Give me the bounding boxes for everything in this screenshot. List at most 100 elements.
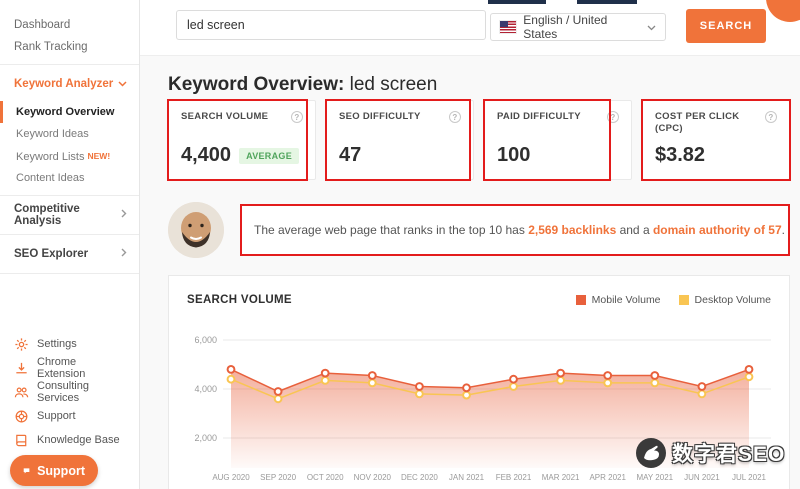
support-button-label: Support — [37, 463, 85, 478]
support-button[interactable]: Support — [10, 455, 98, 486]
search-volume-value: 4,400 — [181, 144, 232, 166]
insight-text: The average web page that ranks in the t… — [254, 223, 785, 237]
svg-text:MAR 2021: MAR 2021 — [542, 473, 580, 482]
desktop-swatch-icon — [678, 295, 689, 305]
help-icon[interactable] — [449, 111, 461, 123]
keyword-lists-label: Keyword Lists — [16, 151, 85, 163]
life-ring-icon — [15, 410, 28, 422]
sidebar-item-keyword-lists[interactable]: Keyword Lists NEW! — [0, 145, 139, 167]
topnav-fragment — [488, 0, 546, 4]
sidebar-item-consulting-services[interactable]: Consulting Services — [0, 380, 139, 404]
legend-mobile-label: Mobile Volume — [591, 294, 661, 306]
sidebar-item-keyword-ideas[interactable]: Keyword Ideas — [16, 128, 89, 140]
paid-difficulty-value: 100 — [497, 144, 531, 166]
svg-text:MAY 2021: MAY 2021 — [636, 473, 673, 482]
chevron-right-icon — [121, 248, 127, 260]
new-badge: NEW! — [87, 151, 111, 161]
seo-difficulty-card: SEO DIFFICULTY 47 — [325, 99, 474, 181]
sidebar-item-knowledge-base[interactable]: Knowledge Base — [0, 428, 139, 452]
page-title-prefix: Keyword Overview: — [168, 74, 345, 95]
chevron-right-icon — [121, 209, 127, 221]
search-volume-card: SEARCH VOLUME 4,400 AVERAGE — [167, 99, 316, 181]
divider — [0, 64, 139, 65]
help-icon[interactable] — [607, 111, 619, 123]
keyword-analyzer-label: Keyword Analyzer — [14, 78, 114, 90]
keyword-analyzer-submenu: Keyword Overview Keyword Ideas Keyword L… — [0, 101, 139, 189]
divider — [0, 234, 139, 235]
svg-text:SEP 2020: SEP 2020 — [260, 473, 296, 482]
cpc-label: COST PER CLICK (CPC) — [655, 111, 740, 134]
sidebar-item-rank-tracking[interactable]: Rank Tracking — [14, 41, 88, 53]
legend-item-desktop[interactable]: Desktop Volume — [678, 294, 771, 306]
svg-text:FEB 2021: FEB 2021 — [496, 473, 532, 482]
legend-desktop-label: Desktop Volume — [694, 294, 771, 306]
paid-difficulty-card: PAID DIFFICULTY 100 — [483, 99, 632, 181]
language-selector[interactable]: English / United States — [490, 13, 666, 41]
svg-text:JUL 2021: JUL 2021 — [732, 473, 767, 482]
sidebar-item-settings[interactable]: Settings — [0, 332, 139, 356]
support-label: Support — [37, 410, 76, 422]
svg-text:DEC 2020: DEC 2020 — [401, 473, 438, 482]
people-icon — [14, 386, 29, 397]
sidebar-item-keyword-analyzer[interactable]: Keyword Analyzer — [0, 71, 139, 97]
help-icon[interactable] — [291, 111, 303, 123]
svg-text:JUN 2021: JUN 2021 — [684, 473, 720, 482]
keyword-search-input[interactable] — [176, 10, 486, 40]
sidebar-item-seo-explorer[interactable]: SEO Explorer — [0, 241, 139, 267]
sidebar-item-competitive-analysis[interactable]: Competitive Analysis — [0, 202, 139, 228]
topbar: English / United States SEARCH — [140, 0, 800, 56]
svg-text:APR 2021: APR 2021 — [589, 473, 626, 482]
sidebar-item-support[interactable]: Support — [0, 404, 139, 428]
svg-text:4,000: 4,000 — [194, 384, 217, 394]
book-icon — [16, 434, 27, 446]
language-selector-value: English / United States — [523, 13, 608, 41]
sidebar-item-content-ideas[interactable]: Content Ideas — [16, 172, 85, 184]
mobile-swatch-icon — [575, 295, 586, 305]
sidebar-item-keyword-overview[interactable]: Keyword Overview — [0, 101, 139, 123]
seo-difficulty-value: 47 — [339, 144, 362, 166]
help-bubble-button[interactable] — [766, 0, 800, 22]
competitive-analysis-label: Competitive Analysis — [14, 203, 80, 227]
sidebar-item-chrome-extension[interactable]: Chrome Extension — [0, 356, 139, 380]
average-badge: AVERAGE — [239, 147, 300, 164]
sidebar: Dashboard Rank Tracking Keyword Analyzer… — [0, 0, 140, 489]
search-volume-chart-card: SEARCH VOLUME Mobile Volume Desktop Volu… — [168, 275, 790, 489]
gear-icon — [15, 337, 28, 351]
chevron-down-icon — [118, 78, 127, 90]
cpc-value: $3.82 — [655, 144, 706, 166]
domain-authority-value: domain authority of 57 — [652, 223, 782, 237]
chevron-down-icon — [647, 20, 656, 34]
search-volume-label: SEARCH VOLUME — [181, 111, 269, 122]
sidebar-item-dashboard[interactable]: Dashboard — [14, 19, 71, 31]
svg-text:6,000: 6,000 — [194, 335, 217, 345]
divider — [0, 273, 139, 274]
svg-text:NOV 2020: NOV 2020 — [354, 473, 392, 482]
seo-explorer-label: SEO Explorer — [14, 248, 89, 260]
page-title-keyword: led screen — [349, 74, 438, 95]
divider — [0, 195, 139, 196]
search-volume-line-chart: 6,000 4,000 2,000 AUG 2020 SEP 2020 OCT 2020 N… — [194, 335, 771, 482]
watermark-text: 数字君SEO — [672, 443, 786, 466]
sidebar-utility-group: Settings Chrome Extension Consulting Ser… — [0, 332, 139, 452]
chart-title: SEARCH VOLUME — [187, 294, 292, 306]
page-title: Keyword Overview: led screen — [168, 74, 437, 96]
topnav-fragment — [577, 0, 637, 4]
watermark-logo-icon — [636, 438, 666, 468]
paid-difficulty-label: PAID DIFFICULTY — [497, 111, 581, 122]
watermark: 数字君SEO — [636, 438, 785, 468]
insight-text-box: The average web page that ranks in the t… — [240, 204, 790, 256]
legend-item-mobile[interactable]: Mobile Volume — [575, 294, 661, 306]
svg-text:JAN 2021: JAN 2021 — [449, 473, 485, 482]
avatar — [168, 202, 224, 258]
chart-legend: Mobile Volume Desktop Volume — [575, 294, 771, 306]
consulting-services-label: Consulting Services — [37, 380, 89, 404]
svg-text:2,000: 2,000 — [194, 433, 217, 443]
cpc-card: COST PER CLICK (CPC) $3.82 — [641, 99, 791, 181]
metric-cards-row: SEARCH VOLUME 4,400 AVERAGE SEO DIFFICUL… — [167, 99, 791, 181]
backlinks-value: 2,569 backlinks — [528, 223, 617, 237]
help-icon[interactable] — [765, 111, 777, 123]
chrome-extension-label: Chrome Extension — [37, 356, 86, 380]
chart-header: SEARCH VOLUME Mobile Volume Desktop Volu… — [187, 290, 771, 310]
search-button[interactable]: SEARCH — [686, 9, 766, 43]
